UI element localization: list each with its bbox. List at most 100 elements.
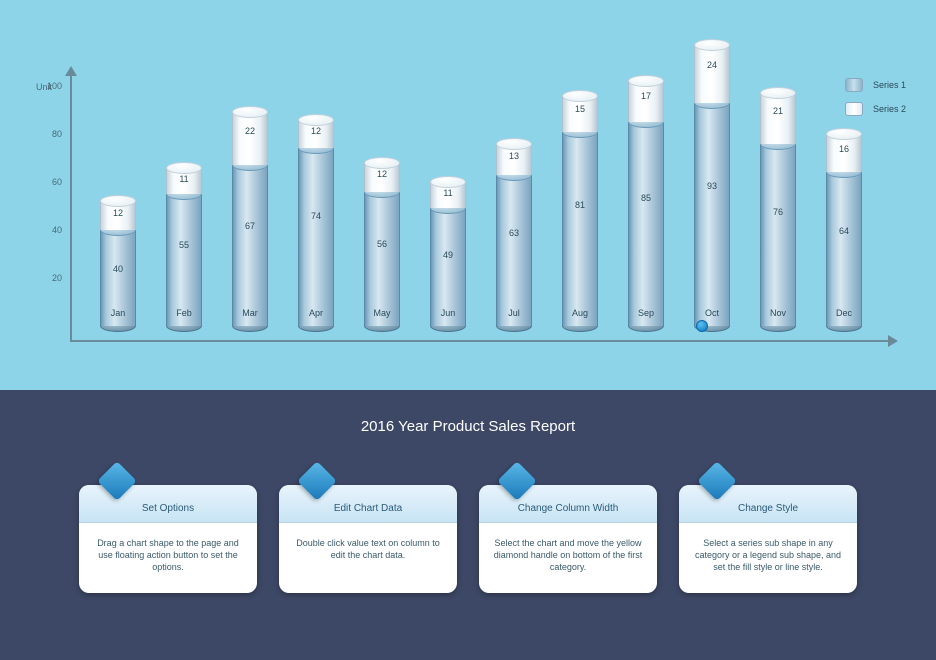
series2-value[interactable]: 21 xyxy=(760,106,796,116)
y-tick-label: 60 xyxy=(36,177,62,187)
series2-value[interactable]: 17 xyxy=(628,91,664,101)
series1-segment xyxy=(496,175,532,326)
series1-value[interactable]: 76 xyxy=(760,207,796,217)
month-label: Dec xyxy=(826,308,862,320)
x-axis xyxy=(70,340,890,342)
cylinder-cap-icon xyxy=(364,157,400,169)
handle-dot-icon[interactable] xyxy=(696,320,708,332)
month-label: May xyxy=(364,308,400,320)
info-card[interactable]: Change Column WidthSelect the chart and … xyxy=(479,485,657,593)
legend: Series 1 Series 2 xyxy=(845,78,906,126)
legend-swatch-icon xyxy=(845,78,863,92)
series1-value[interactable]: 55 xyxy=(166,240,202,250)
card-row: Set OptionsDrag a chart shape to the pag… xyxy=(0,485,936,593)
cylinder-cap-icon xyxy=(562,90,598,102)
series2-value[interactable]: 22 xyxy=(232,126,268,136)
series1-segment xyxy=(166,194,202,326)
y-axis-arrow-icon xyxy=(65,66,77,76)
series2-segment xyxy=(628,81,664,122)
month-label: Sep xyxy=(628,308,664,320)
series2-segment xyxy=(760,93,796,143)
month-label: Jun xyxy=(430,308,466,320)
bar-mar[interactable]: 67 22 Mar xyxy=(232,0,268,326)
card-body: Select the chart and move the yellow dia… xyxy=(479,523,657,579)
month-label: Aug xyxy=(562,308,598,320)
card-title: Edit Chart Data xyxy=(279,485,457,523)
legend-label: Series 1 xyxy=(873,80,906,90)
chart-panel: Unit 20406080100 4012Jan5511Feb6722Mar74… xyxy=(0,0,936,390)
legend-item-series1[interactable]: Series 1 xyxy=(845,78,906,92)
series1-value[interactable]: 40 xyxy=(100,264,136,274)
card-title: Change Column Width xyxy=(479,485,657,523)
series2-value[interactable]: 12 xyxy=(364,169,400,179)
series1-segment xyxy=(694,103,730,326)
series1-segment xyxy=(826,172,862,326)
series1-segment xyxy=(562,132,598,326)
series2-value[interactable]: 13 xyxy=(496,151,532,161)
legend-label: Series 2 xyxy=(873,104,906,114)
bar-jan[interactable]: 40 12 Jan xyxy=(100,0,136,326)
series1-segment xyxy=(760,144,796,326)
series2-value[interactable]: 16 xyxy=(826,144,862,154)
series1-value[interactable]: 49 xyxy=(430,250,466,260)
series1-segment xyxy=(364,192,400,326)
card-body: Double click value text on column to edi… xyxy=(279,523,457,567)
series2-segment xyxy=(232,112,268,165)
bar-nov[interactable]: 76 21 Nov xyxy=(760,0,796,326)
series1-value[interactable]: 56 xyxy=(364,239,400,249)
info-card[interactable]: Set OptionsDrag a chart shape to the pag… xyxy=(79,485,257,593)
series2-value[interactable]: 12 xyxy=(298,126,334,136)
month-label: Mar xyxy=(232,308,268,320)
series1-value[interactable]: 67 xyxy=(232,221,268,231)
series2-value[interactable]: 11 xyxy=(430,188,466,198)
month-label: Jan xyxy=(100,308,136,320)
legend-item-series2[interactable]: Series 2 xyxy=(845,102,906,116)
series1-value[interactable]: 63 xyxy=(496,228,532,238)
bar-may[interactable]: 56 12 May xyxy=(364,0,400,326)
cylinder-cap-icon xyxy=(496,138,532,150)
series2-segment xyxy=(694,45,730,103)
series1-value[interactable]: 85 xyxy=(628,193,664,203)
bar-jun[interactable]: 49 11 Jun xyxy=(430,0,466,326)
cylinder-cap-icon xyxy=(166,162,202,174)
series1-segment xyxy=(298,148,334,326)
info-card[interactable]: Edit Chart DataDouble click value text o… xyxy=(279,485,457,593)
y-tick-label: 40 xyxy=(36,225,62,235)
series1-value[interactable]: 93 xyxy=(694,181,730,191)
report-title: 2016 Year Product Sales Report xyxy=(0,418,936,435)
bar-jul[interactable]: 63 13 Jul xyxy=(496,0,532,326)
month-label: Apr xyxy=(298,308,334,320)
bar-apr[interactable]: 74 12 Apr xyxy=(298,0,334,326)
series2-value[interactable]: 12 xyxy=(100,208,136,218)
series1-value[interactable]: 81 xyxy=(562,200,598,210)
month-label: Feb xyxy=(166,308,202,320)
month-label: Oct xyxy=(694,308,730,320)
series2-value[interactable]: 15 xyxy=(562,104,598,114)
series2-value[interactable]: 24 xyxy=(694,60,730,70)
x-axis-arrow-icon xyxy=(888,335,898,347)
series2-value[interactable]: 11 xyxy=(166,174,202,184)
cylinder-cap-icon xyxy=(826,128,862,140)
y-tick-label: 100 xyxy=(36,81,62,91)
info-card[interactable]: Change StyleSelect a series sub shape in… xyxy=(679,485,857,593)
card-title: Set Options xyxy=(79,485,257,523)
series1-value[interactable]: 74 xyxy=(298,211,334,221)
card-body: Drag a chart shape to the page and use f… xyxy=(79,523,257,579)
bar-feb[interactable]: 55 11 Feb xyxy=(166,0,202,326)
card-title: Change Style xyxy=(679,485,857,523)
bar-dec[interactable]: 64 16 Dec xyxy=(826,0,862,326)
month-label: Nov xyxy=(760,308,796,320)
series1-segment xyxy=(232,165,268,326)
series1-segment xyxy=(628,122,664,326)
bar-aug[interactable]: 81 15 Aug xyxy=(562,0,598,326)
month-label: Jul xyxy=(496,308,532,320)
card-body: Select a series sub shape in any categor… xyxy=(679,523,857,579)
info-panel: 2016 Year Product Sales Report Set Optio… xyxy=(0,390,936,660)
cylinder-cap-icon xyxy=(430,176,466,188)
legend-swatch-icon xyxy=(845,102,863,116)
y-tick-label: 20 xyxy=(36,273,62,283)
bar-oct[interactable]: 93 24 Oct xyxy=(694,0,730,326)
y-tick-label: 80 xyxy=(36,129,62,139)
series1-value[interactable]: 64 xyxy=(826,226,862,236)
bar-sep[interactable]: 85 17 Sep xyxy=(628,0,664,326)
